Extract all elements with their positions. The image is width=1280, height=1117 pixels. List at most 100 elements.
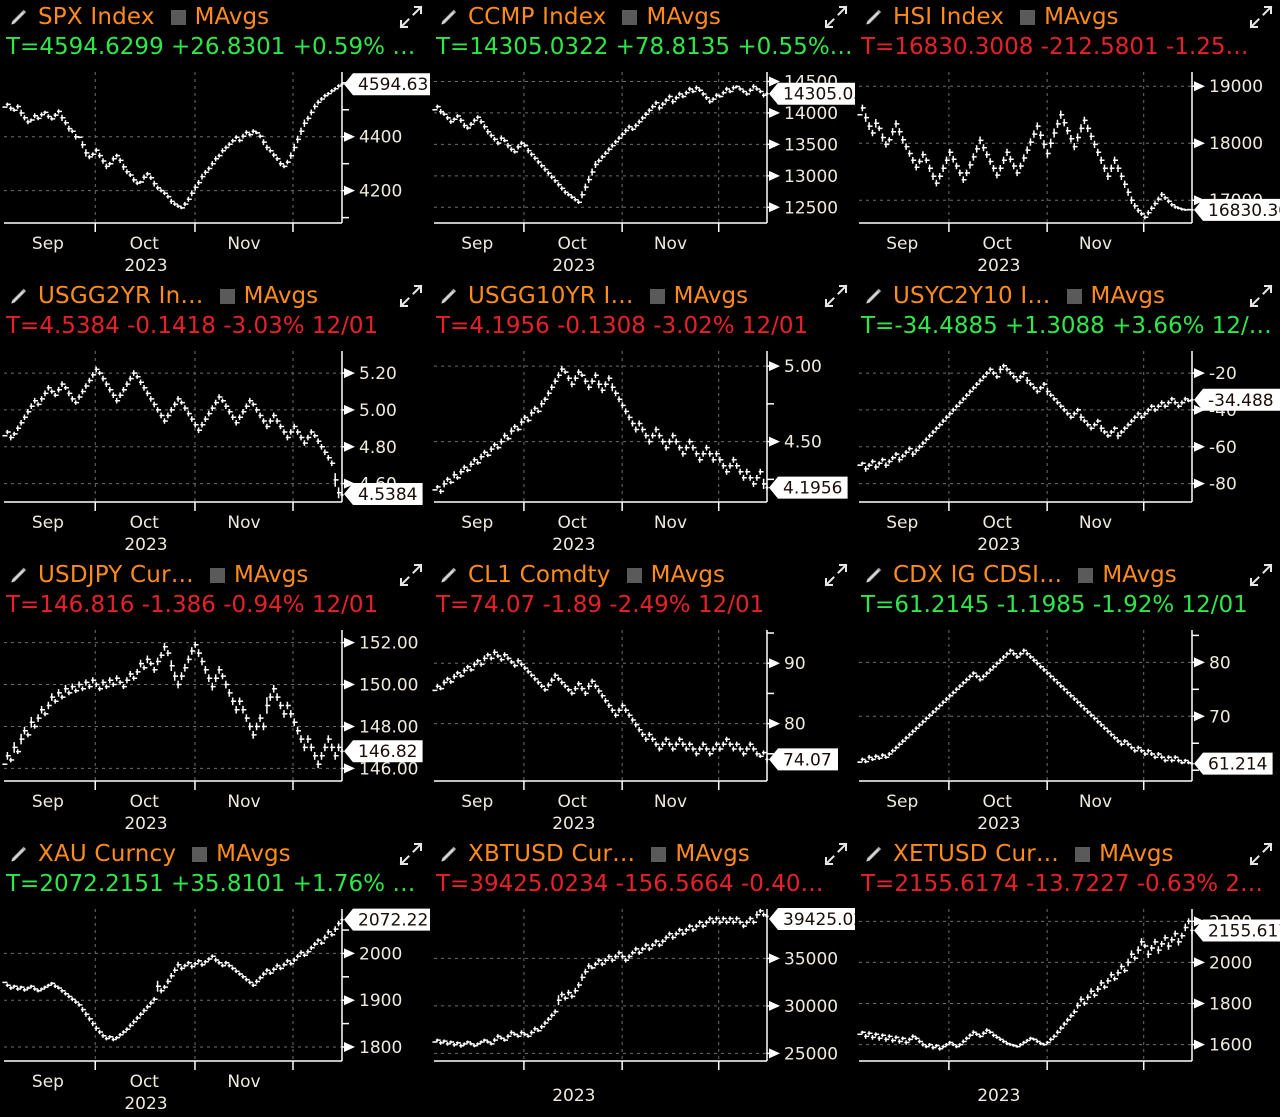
ticker-label-xetusd[interactable]: XETUSD Cur… [893, 842, 1060, 866]
svg-text:12500: 12500 [784, 198, 838, 218]
ticker-label-usdjpy[interactable]: USDJPY Cur… [38, 563, 194, 587]
pencil-icon[interactable] [863, 286, 885, 306]
quote-line-usgg10yr: T=4.1956 -0.1308 -3.02% 12/01 [436, 313, 809, 339]
mavgs-checkbox[interactable] [651, 846, 667, 862]
chart-panel-spx[interactable]: SPX Index MAvgs T=4594.6299 +26.8301 +0.59… [0, 0, 430, 279]
price-chart-usyc2y10[interactable]: -80 -60 -40 -20 -34.488 Sep Oct Nov 2023 [855, 341, 1280, 558]
svg-text:4594.63: 4594.63 [358, 75, 428, 95]
expand-arrows-icon[interactable] [398, 5, 424, 29]
chart-panel-xbtusd[interactable]: XBTUSD Cur… MAvgs T=39425.0234 -156.5664 -… [430, 837, 855, 1117]
ticker-label-ccmp[interactable]: CCMP Index [468, 5, 607, 29]
mavgs-label[interactable]: MAvgs [1090, 282, 1165, 309]
pencil-icon[interactable] [863, 565, 885, 585]
chart-panel-usgg2yr[interactable]: USGG2YR In… MAvgs T=4.5384 -0.1418 -3.03% … [0, 279, 430, 558]
ticker-label-cl1[interactable]: CL1 Comdty [468, 563, 611, 587]
svg-text:2000: 2000 [1209, 953, 1252, 973]
svg-text:Nov: Nov [1079, 234, 1112, 254]
expand-arrows-icon[interactable] [1248, 5, 1274, 29]
price-chart-usgg10yr[interactable]: 4.50 5.00 4.1956 Sep Oct Nov 2023 [430, 341, 855, 558]
mavgs-checkbox[interactable] [1078, 567, 1094, 583]
expand-arrows-icon[interactable] [1248, 842, 1274, 866]
ticker-label-usgg10yr[interactable]: USGG10YR I… [468, 284, 634, 308]
mavgs-label[interactable]: MAvgs [673, 282, 749, 309]
mavgs-label[interactable]: MAvgs [646, 3, 721, 30]
mavgs-label[interactable]: MAvgs [194, 3, 270, 30]
mavgs-checkbox[interactable] [219, 288, 235, 304]
chart-panel-ccmp[interactable]: CCMP Index MAvgs T=14305.0322 +78.8135 +0.… [430, 0, 855, 279]
mavgs-checkbox[interactable] [1020, 9, 1036, 25]
svg-text:Sep: Sep [32, 513, 64, 533]
mavgs-label[interactable]: MAvgs [1099, 840, 1174, 867]
chart-panel-usdjpy[interactable]: USDJPY Cur… MAvgs T=146.816 -1.386 -0.94% … [0, 558, 430, 837]
mavgs-label[interactable]: MAvgs [1102, 561, 1177, 588]
expand-arrows-icon[interactable] [823, 563, 849, 587]
price-chart-ccmp[interactable]: 125001300013500140001450014305.03SepOctN… [430, 62, 855, 279]
mavgs-label[interactable]: MAvgs [233, 561, 309, 588]
svg-text:Nov: Nov [654, 513, 687, 533]
mavgs-label[interactable]: MAvgs [675, 840, 750, 867]
mavgs-checkbox[interactable] [1066, 288, 1082, 304]
chart-panel-usgg10yr[interactable]: USGG10YR I… MAvgs T=4.1956 -0.1308 -3.02% … [430, 279, 855, 558]
pencil-icon[interactable] [8, 844, 30, 864]
price-chart-xbtusd[interactable]: 25000 30000 35000 39425.02 2023 [430, 899, 855, 1117]
price-chart-cdxig[interactable]: 70 80 61.214 Sep Oct Nov 2023 [855, 620, 1280, 837]
mavgs-label[interactable]: MAvgs [1044, 3, 1119, 30]
expand-arrows-icon[interactable] [823, 284, 849, 308]
pencil-icon[interactable] [8, 286, 30, 306]
price-chart-hsi[interactable]: 17000180001900016830.30SepOctNov2023 [855, 62, 1280, 279]
mavgs-checkbox[interactable] [626, 567, 642, 583]
pencil-icon[interactable] [438, 565, 460, 585]
mavgs-label[interactable]: MAvgs [243, 282, 319, 309]
mavgs-label[interactable]: MAvgs [216, 840, 291, 867]
expand-arrows-icon[interactable] [1248, 284, 1274, 308]
mavgs-checkbox[interactable] [192, 846, 208, 862]
expand-arrows-icon[interactable] [823, 5, 849, 29]
mavgs-label[interactable]: MAvgs [650, 561, 726, 588]
expand-arrows-icon[interactable] [398, 284, 424, 308]
svg-text:2023: 2023 [552, 1086, 595, 1106]
chart-panel-hsi[interactable]: HSI Index MAvgs T=16830.3008 -212.5801 -1.… [855, 0, 1280, 279]
price-chart-usdjpy[interactable]: 146.00 148.00 150.00 152.00 146.82 Sep Oct Nov 2… [0, 620, 430, 837]
ticker-label-usyc2y10[interactable]: USYC2Y10 I… [893, 284, 1051, 308]
pencil-icon[interactable] [863, 7, 885, 27]
chart-panel-cl1[interactable]: CL1 Comdty MAvgs T=74.07 -1.89 -2.49% 12/0… [430, 558, 855, 837]
pencil-icon[interactable] [438, 7, 460, 27]
price-chart-cl1[interactable]: 80 90 74.07 Sep Oct Nov 2023 [430, 620, 855, 837]
ticker-label-spx[interactable]: SPX Index [38, 5, 155, 29]
svg-text:1900: 1900 [359, 991, 402, 1011]
chart-panel-xau[interactable]: XAU Curncy MAvgs T=2072.2151 +35.8101 +1.7… [0, 837, 430, 1117]
price-chart-xetusd[interactable]: 16001800200022002155.6172023 [855, 899, 1280, 1117]
svg-text:70: 70 [1209, 707, 1231, 727]
quote-line-xau: T=2072.2151 +35.8101 +1.76% … [6, 871, 416, 897]
pencil-icon[interactable] [438, 844, 460, 864]
svg-text:146.00: 146.00 [359, 759, 418, 779]
expand-arrows-icon[interactable] [398, 842, 424, 866]
ticker-label-usgg2yr[interactable]: USGG2YR In… [38, 284, 204, 308]
chart-panel-usyc2y10[interactable]: USYC2Y10 I… MAvgs T=-34.4885 +1.3088 +3.66… [855, 279, 1280, 558]
price-chart-xau[interactable]: 1800 1900 2000 2072.22 Sep Oct Nov 2023 [0, 899, 430, 1117]
pencil-icon[interactable] [8, 565, 30, 585]
svg-text:Nov: Nov [1079, 513, 1112, 533]
ticker-label-cdxig[interactable]: CDX IG CDSI… [893, 563, 1063, 587]
mavgs-checkbox[interactable] [170, 9, 186, 25]
ticker-label-xau[interactable]: XAU Curncy [38, 842, 177, 866]
chart-panel-xetusd[interactable]: XETUSD Cur… MAvgs T=2155.6174 -13.7227 -0.… [855, 837, 1280, 1117]
mavgs-checkbox[interactable] [622, 9, 638, 25]
mavgs-checkbox[interactable] [649, 288, 665, 304]
price-chart-spx[interactable]: 4200 4400 4594.63 Sep Oct Nov 2023 [0, 62, 430, 279]
ticker-label-xbtusd[interactable]: XBTUSD Cur… [468, 842, 636, 866]
svg-text:Sep: Sep [461, 513, 493, 533]
pencil-icon[interactable] [863, 844, 885, 864]
expand-arrows-icon[interactable] [1248, 563, 1274, 587]
expand-arrows-icon[interactable] [398, 563, 424, 587]
svg-text:2023: 2023 [124, 256, 167, 276]
pencil-icon[interactable] [438, 286, 460, 306]
mavgs-checkbox[interactable] [1075, 846, 1091, 862]
pencil-icon[interactable] [8, 7, 30, 27]
chart-panel-cdxig[interactable]: CDX IG CDSI… MAvgs T=61.2145 -1.1985 -1.92… [855, 558, 1280, 837]
ticker-label-hsi[interactable]: HSI Index [893, 5, 1005, 29]
expand-arrows-icon[interactable] [823, 842, 849, 866]
mavgs-checkbox[interactable] [209, 567, 225, 583]
svg-text:Nov: Nov [654, 234, 687, 254]
